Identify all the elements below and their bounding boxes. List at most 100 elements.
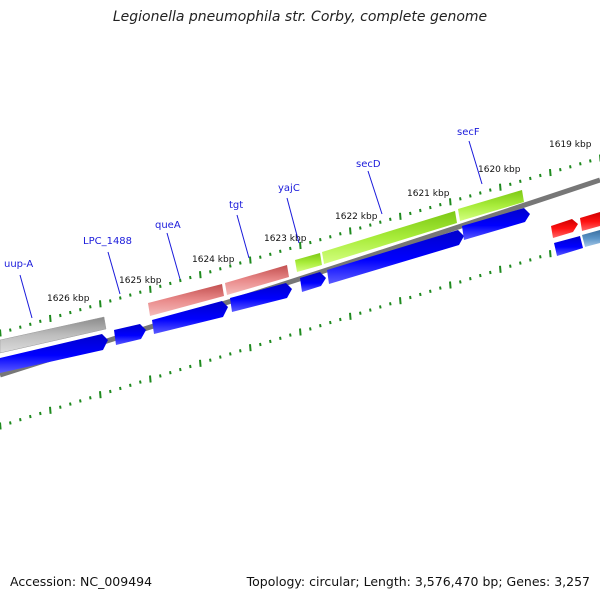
cds-arrow-2[interactable] (114, 324, 146, 345)
cds-arrow-3[interactable] (152, 301, 228, 334)
gene-label-LPC_1488[interactable]: LPC_1488 (83, 236, 132, 247)
inner-scale-tick (149, 375, 152, 383)
outer-scale-tick (539, 173, 542, 178)
inner-scale-tick (19, 418, 22, 422)
outer-scale-tick (579, 162, 582, 166)
outer-scale-tick (319, 238, 322, 242)
gene-feature-uup-A[interactable] (0, 316, 107, 354)
inner-scale-tick (369, 308, 372, 312)
inner-scale-tick (249, 344, 252, 352)
outer-scale-tick (399, 212, 402, 220)
inner-scale-tick (529, 258, 532, 262)
inner-scale-tick (239, 349, 242, 353)
inner-scale-tick (419, 292, 422, 297)
outer-scale-tick (459, 197, 462, 201)
outer-scale-tick (529, 176, 532, 181)
gene-feature-yajC[interactable] (295, 253, 322, 272)
cds-arrow-8[interactable] (554, 236, 583, 256)
outer-scale-tick (119, 296, 122, 300)
inner-scale-tick (329, 320, 332, 325)
outer-scale-tick (369, 223, 372, 227)
inner-scale-tick (29, 414, 32, 419)
gene-feature-red-2[interactable] (580, 212, 600, 231)
outer-scale-tick (589, 159, 592, 163)
outer-scale-tick (379, 220, 382, 224)
outer-scale-tick (99, 300, 102, 308)
gene-feature-red-1[interactable] (551, 219, 578, 238)
gene-label-secD[interactable]: secD (356, 159, 381, 170)
cds-arrow-4[interactable] (230, 283, 292, 312)
outer-scale-tick (229, 264, 232, 268)
inner-scale-tick (289, 333, 292, 337)
inner-scale-tick (549, 250, 552, 258)
inner-scale-tick (209, 358, 212, 362)
gene-label-uup-A[interactable]: uup-A (4, 259, 33, 270)
gene-label-secF[interactable]: secF (457, 127, 480, 138)
outer-scale-tick (409, 211, 412, 216)
outer-scale-tick (449, 198, 452, 206)
inner-scale-tick (429, 289, 432, 293)
outer-scale-tick (29, 322, 32, 326)
cds-features (0, 208, 600, 373)
gene-feature-queA[interactable] (148, 284, 224, 316)
inner-scale-tick (219, 355, 222, 359)
cds-arrow-6[interactable] (327, 230, 464, 284)
scale-label-1625: 1625 kbp (119, 276, 162, 286)
cds-arrow-1[interactable] (0, 334, 108, 373)
cds-arrow-5[interactable] (300, 272, 326, 292)
cds-arrow-7[interactable] (462, 208, 530, 240)
outer-scale-tick (159, 284, 162, 288)
gene-label-lines (19, 140, 483, 319)
inner-scale-tick (229, 352, 232, 356)
inner-scale-tick (339, 317, 342, 322)
outer-scale-tick (19, 325, 22, 329)
scale-label-1622: 1622 kbp (335, 212, 378, 222)
outer-scale-tick (109, 299, 112, 303)
inner-scale-tick (309, 327, 312, 331)
inner-scale-tick (539, 255, 542, 259)
inner-scale-tick (199, 359, 202, 367)
inner-scale-tick (389, 302, 392, 306)
inner-scale-tick (39, 411, 42, 416)
scale-label-1621: 1621 kbp (407, 189, 450, 199)
outer-scale-tick (439, 203, 442, 207)
inner-scale-tick (279, 336, 282, 340)
outer-scale-tick (59, 313, 62, 318)
inner-scale-tick (409, 295, 412, 300)
inner-scale-tick (359, 311, 362, 315)
gene-feature-secD[interactable] (322, 211, 457, 264)
inner-scale-tick (0, 422, 2, 430)
outer-scale-tick (9, 328, 12, 332)
scale-labels: 1626 kbp 1625 kbp 1624 kbp 1623 kbp 1622… (47, 140, 592, 304)
outer-scale-tick (129, 293, 132, 297)
inner-scale-tick (9, 421, 12, 425)
gene-feature-secF[interactable] (458, 190, 524, 221)
scale-label-1619: 1619 kbp (549, 140, 592, 150)
outer-scale-tick (0, 329, 2, 337)
cds-arrow-9[interactable] (582, 230, 600, 247)
scale-label-1623: 1623 kbp (264, 234, 307, 244)
inner-scale-tick (129, 383, 132, 387)
outer-scale-tick (479, 191, 482, 195)
inner-scale-tick (89, 396, 92, 400)
gene-labels: uup-A LPC_1488 queA tgt yajC secD secF (4, 127, 480, 270)
gene-feature-tgt[interactable] (225, 265, 289, 295)
gene-features (0, 190, 600, 354)
inner-scale-tick (269, 339, 272, 344)
gene-label-tgt[interactable]: tgt (229, 200, 243, 211)
gene-label-yajC[interactable]: yajC (278, 183, 300, 194)
outer-scale-tick (139, 290, 142, 294)
inner-scale-tick (519, 261, 522, 265)
outer-scale-tick (39, 319, 42, 323)
outer-scale-tick (269, 252, 272, 256)
inner-scale-tick (49, 406, 52, 414)
outer-scale-tick (169, 281, 172, 286)
gene-label-queA[interactable]: queA (155, 220, 181, 231)
outer-scale-tick (489, 188, 492, 192)
outer-scale-tick (219, 267, 222, 271)
inner-scale-tick (499, 265, 502, 273)
scale-label-1620: 1620 kbp (478, 165, 521, 175)
outer-scale-tick (499, 183, 502, 191)
outer-scale-tick (549, 169, 552, 177)
